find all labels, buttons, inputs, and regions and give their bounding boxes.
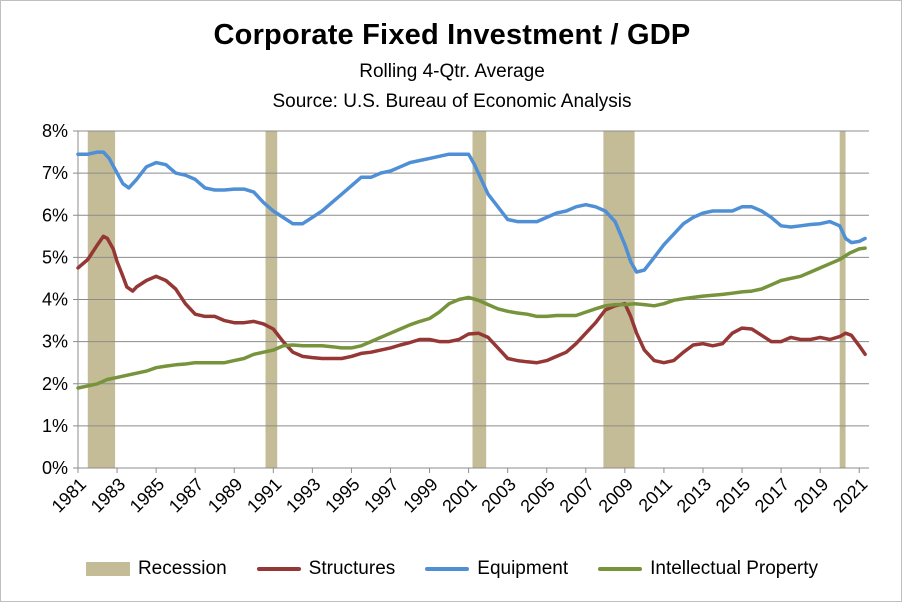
x-tick-label: 2009 bbox=[595, 474, 637, 516]
legend-item-structures: Structures bbox=[256, 558, 396, 580]
y-tick-label: 6% bbox=[42, 205, 68, 225]
x-tick-label: 1981 bbox=[48, 474, 90, 516]
legend: Recession Structures Equipment Intellect… bbox=[1, 557, 901, 581]
legend-item-recession: Recession bbox=[85, 558, 227, 580]
structures-line bbox=[76, 234, 867, 365]
legend-swatch bbox=[256, 567, 301, 571]
x-tick-label: 1997 bbox=[360, 474, 402, 516]
y-tick-label: 4% bbox=[42, 290, 68, 310]
x-tick-label: 1995 bbox=[321, 474, 363, 516]
x-tick-label: 2015 bbox=[712, 474, 754, 516]
y-tick-label: 3% bbox=[42, 332, 68, 352]
x-tick-label: 1993 bbox=[282, 474, 324, 516]
chart-source-note: Source: U.S. Bureau of Economic Analysis bbox=[272, 91, 632, 112]
x-tick-label: 1999 bbox=[399, 474, 441, 516]
legend-label: Intellectual Property bbox=[650, 558, 819, 579]
legend-swatch bbox=[425, 567, 470, 571]
x-tick-label: 1991 bbox=[243, 474, 285, 516]
legend-label: Equipment bbox=[477, 558, 569, 579]
y-tick-label: 0% bbox=[42, 458, 68, 478]
equipment-line bbox=[76, 150, 867, 274]
x-tick-label: 2001 bbox=[438, 474, 480, 516]
x-tick-label: 1987 bbox=[165, 474, 207, 516]
x-tick-label: 2003 bbox=[477, 474, 519, 516]
legend-label: Recession bbox=[137, 558, 227, 579]
x-tick-label: 1983 bbox=[87, 474, 129, 516]
legend-label: Structures bbox=[308, 558, 396, 579]
y-tick-label: 7% bbox=[42, 163, 68, 183]
intellectual-property-line bbox=[76, 246, 867, 390]
legend-item-intellectual-property: Intellectual Property bbox=[598, 558, 818, 580]
chart-subtitle: Rolling 4-Qtr. Average bbox=[359, 61, 545, 82]
y-tick-label: 8% bbox=[42, 121, 68, 141]
y-tick-labels: 0% 1% 2% 3% 4% 5% 6% 7% 8% bbox=[42, 121, 68, 478]
legend-item-equipment: Equipment bbox=[425, 558, 568, 580]
chart-title: Corporate Fixed Investment / GDP bbox=[213, 19, 691, 51]
y-tick-label: 5% bbox=[42, 247, 68, 267]
x-tick-label: 2007 bbox=[556, 474, 598, 516]
legend-swatch bbox=[85, 562, 130, 576]
y-tick-label: 1% bbox=[42, 416, 68, 436]
x-tick-label: 2011 bbox=[635, 474, 677, 516]
legend-swatch bbox=[598, 567, 643, 571]
x-tick-label: 2013 bbox=[673, 474, 715, 516]
x-tick-label: 2017 bbox=[751, 474, 793, 516]
x-tick-label: 2021 bbox=[829, 474, 871, 516]
x-tick-label: 1989 bbox=[204, 474, 246, 516]
y-tick-label: 2% bbox=[42, 374, 68, 394]
axes bbox=[73, 130, 869, 473]
x-tick-label: 2005 bbox=[516, 474, 558, 516]
series-lines bbox=[76, 150, 867, 390]
x-tick-label: 1985 bbox=[126, 474, 168, 516]
x-tick-label: 2019 bbox=[790, 474, 832, 516]
x-tick-labels: 1981198319851987198919911993199519971999… bbox=[48, 474, 872, 516]
